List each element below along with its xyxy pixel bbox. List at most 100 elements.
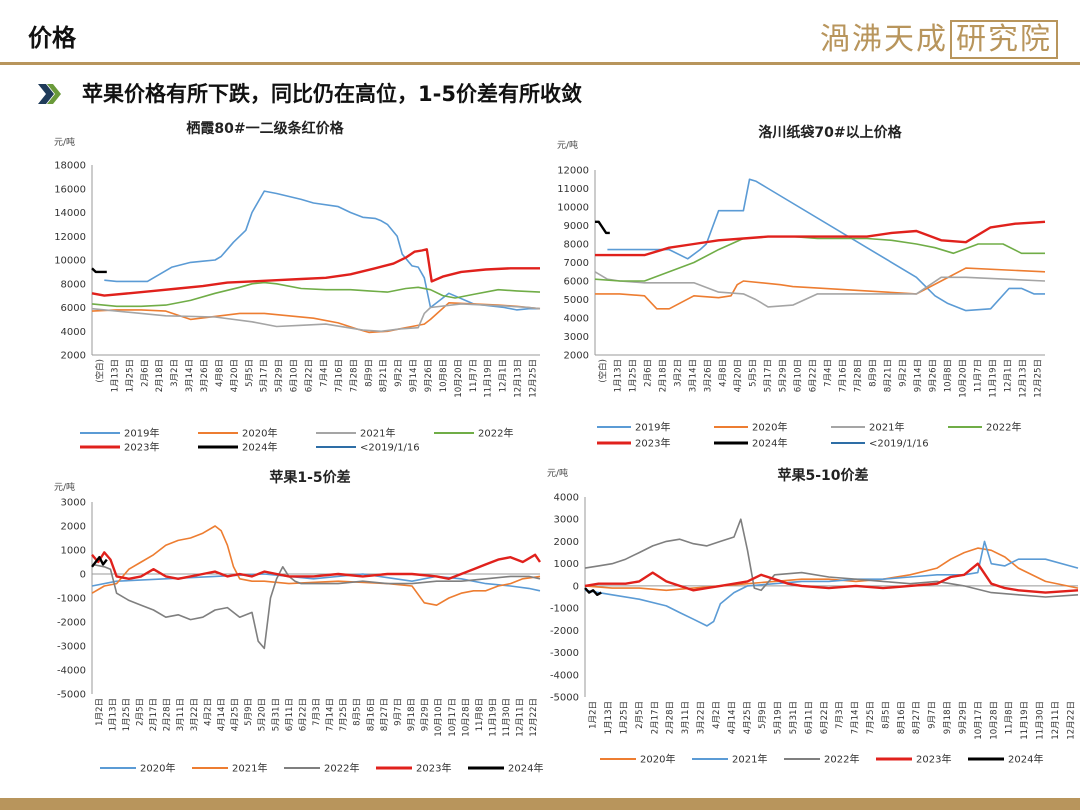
- series-line-2019: [104, 190, 540, 311]
- legend-label: 2019年: [635, 421, 670, 434]
- x-tick-label: 2月18日: [659, 359, 669, 392]
- legend-label: 2021年: [869, 421, 904, 434]
- series-line-2023: [595, 220, 1046, 257]
- x-tick-label: 7月25日: [339, 698, 349, 731]
- y-tick-label: -5000: [57, 690, 86, 701]
- x-tick-label: 2月6日: [140, 359, 150, 387]
- x-tick-label: (空白): [598, 359, 609, 383]
- x-tick-label: 1月25日: [629, 359, 639, 392]
- x-tick-label: 8月27日: [380, 698, 390, 731]
- y-tick-label: -3000: [550, 648, 579, 659]
- x-tick-label: 4月14日: [727, 701, 737, 734]
- x-tick-label: 9月2日: [899, 359, 909, 387]
- x-tick-label: 11月7日: [469, 359, 479, 392]
- x-tick-label: 12月1日: [1004, 359, 1014, 392]
- x-tick-label: 5月5日: [749, 359, 759, 387]
- x-tick-label: 9月2日: [394, 359, 404, 387]
- x-tick-label: 10月20日: [454, 359, 464, 398]
- x-tick-label: 5月19日: [774, 701, 784, 734]
- x-tick-label: 11月19日: [488, 698, 498, 737]
- x-tick-label: 8月21日: [884, 359, 894, 392]
- y-tick-label: 3000: [61, 498, 86, 509]
- y-tick-label: 4000: [61, 327, 86, 338]
- x-tick-label: 9月26日: [929, 359, 939, 392]
- x-tick-label: 6月22日: [305, 359, 315, 392]
- y-axis-unit: 元/吨: [54, 136, 75, 148]
- brand-logo: 渦沸天成 研究院: [820, 14, 1058, 59]
- y-tick-label: 10000: [54, 256, 86, 267]
- legend-label: 2023年: [124, 441, 159, 454]
- y-tick-label: 6000: [564, 277, 589, 288]
- x-tick-label: 9月7日: [928, 701, 938, 729]
- y-tick-label: 18000: [54, 161, 86, 172]
- legend-label: 2024年: [1008, 753, 1043, 766]
- x-tick-label: 4月2日: [712, 701, 722, 729]
- legend-label: 2020年: [140, 762, 175, 775]
- slide-subtitle: 苹果价格有所下跌，同比仍在高位，1-5价差有所收敛: [82, 82, 582, 106]
- x-tick-label: 9月29日: [958, 701, 968, 734]
- y-tick-label: 3000: [564, 332, 589, 343]
- x-tick-label: 12月25日: [1034, 359, 1044, 398]
- x-tick-label: 1月25日: [125, 359, 135, 392]
- x-tick-label: 3月11日: [681, 701, 691, 734]
- x-tick-label: 10月17日: [974, 701, 984, 740]
- chart-title: 栖霞80#一二级条红价格: [186, 120, 344, 137]
- y-tick-label: 9000: [564, 221, 589, 232]
- x-tick-label: 12月1日: [499, 359, 509, 392]
- x-tick-label: 7月14日: [326, 698, 336, 731]
- x-tick-label: 8月9日: [364, 359, 374, 387]
- x-tick-label: 7月16日: [839, 359, 849, 392]
- x-tick-label: 8月27日: [912, 701, 922, 734]
- x-tick-label: 5月29日: [275, 359, 285, 392]
- x-tick-label: 9月7日: [393, 698, 403, 726]
- legend-label: 2022年: [478, 427, 513, 440]
- legend-label: 2020年: [242, 427, 277, 440]
- x-tick-label: 11月19日: [1020, 701, 1030, 740]
- footer-bar: [0, 798, 1080, 810]
- x-tick-label: 12月13日: [514, 359, 524, 398]
- series-line-2023: [584, 562, 1079, 594]
- legend-label: <2019/1/16: [360, 443, 420, 454]
- y-tick-label: 1000: [554, 559, 579, 570]
- y-tick-label: -4000: [550, 670, 579, 681]
- y-tick-label: 1000: [61, 546, 86, 557]
- x-tick-label: 9月26日: [424, 359, 434, 392]
- x-tick-label: 12月22日: [529, 698, 539, 737]
- legend-label: 2020年: [752, 421, 787, 434]
- legend-label: 2023年: [635, 437, 670, 450]
- y-tick-label: 16000: [54, 184, 86, 195]
- x-tick-label: 4月2日: [203, 698, 213, 726]
- series-line-2019: [607, 178, 1045, 312]
- x-tick-label: 9月18日: [943, 701, 953, 734]
- x-tick-label: 12月11日: [516, 698, 526, 737]
- x-tick-label: 5月9日: [758, 701, 768, 729]
- series-line-2021: [594, 271, 1046, 308]
- y-tick-label: -1000: [550, 604, 579, 615]
- x-tick-label: 3月2日: [170, 359, 180, 387]
- x-tick-label: 1月13日: [604, 701, 614, 734]
- x-tick-label: 11月30日: [1035, 701, 1045, 740]
- x-tick-label: 10月20日: [959, 359, 969, 398]
- legend-label: 2024年: [508, 762, 543, 775]
- x-tick-label: 4月25日: [231, 698, 241, 731]
- x-tick-label: 7月28日: [854, 359, 864, 392]
- x-tick-label: 5月17日: [764, 359, 774, 392]
- series-line-2021: [91, 303, 541, 333]
- x-tick-label: 8月9日: [869, 359, 879, 387]
- x-tick-label: 5月31日: [789, 701, 799, 734]
- x-tick-label: 3月26日: [200, 359, 210, 392]
- x-tick-label: 3月22日: [190, 698, 200, 731]
- y-tick-label: -2000: [550, 626, 579, 637]
- x-tick-label: 7月3日: [312, 698, 322, 726]
- y-tick-label: 6000: [61, 303, 86, 314]
- y-tick-label: 4000: [554, 493, 579, 504]
- double-chevron-right-icon: [38, 84, 61, 104]
- x-tick-label: 7月4日: [319, 359, 329, 387]
- y-tick-label: 2000: [61, 522, 86, 533]
- x-tick-label: 4月8日: [719, 359, 729, 387]
- legend-label: 2022年: [824, 753, 859, 766]
- y-tick-label: 11000: [557, 184, 589, 195]
- x-tick-label: 11月19日: [484, 359, 494, 398]
- legend-label: 2021年: [360, 427, 395, 440]
